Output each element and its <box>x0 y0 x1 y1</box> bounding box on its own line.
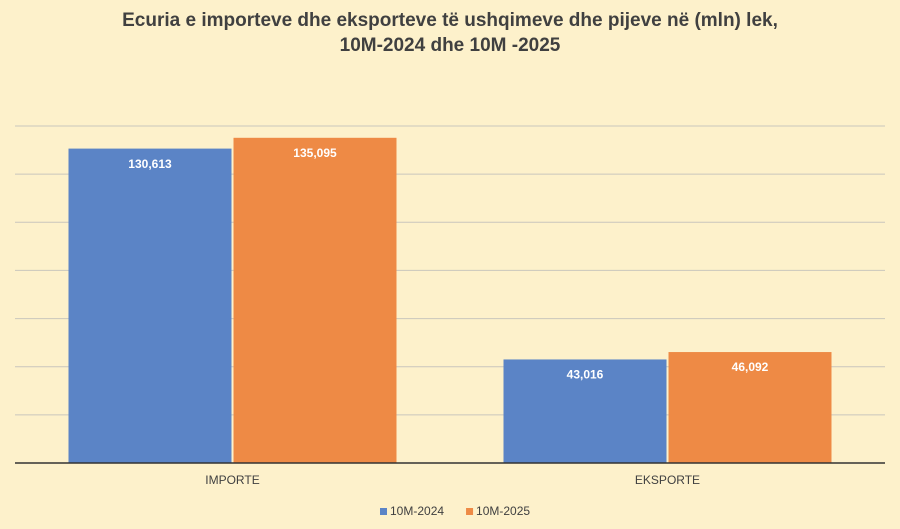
bar <box>233 137 397 463</box>
value-label: 43,016 <box>567 368 604 382</box>
bar <box>68 148 232 463</box>
bar <box>668 352 832 463</box>
value-label: 46,092 <box>732 360 769 374</box>
value-label: 135,095 <box>293 146 337 160</box>
legend-swatch <box>380 508 387 515</box>
legend-swatch <box>466 508 474 515</box>
bar <box>503 359 667 463</box>
x-tick-label: IMPORTE <box>205 473 259 487</box>
x-tick-label: EKSPORTE <box>635 473 700 487</box>
value-label: 130,613 <box>128 157 172 171</box>
legend-label: 10M-2025 <box>476 504 530 518</box>
chart-title: Ecuria e importeve dhe eksporteve të ush… <box>122 10 778 56</box>
legend-label: 10M-2024 <box>390 504 444 518</box>
